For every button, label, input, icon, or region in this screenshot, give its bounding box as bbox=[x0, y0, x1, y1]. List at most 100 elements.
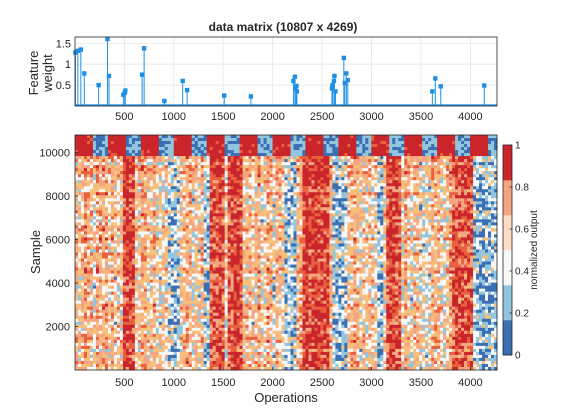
heatmap-cell bbox=[101, 159, 106, 163]
heatmap-cell bbox=[338, 156, 342, 160]
heatmap-cell bbox=[236, 198, 241, 202]
heatmap-cell bbox=[320, 141, 324, 145]
heatmap-cell bbox=[494, 168, 498, 172]
heatmap-cell bbox=[158, 183, 163, 187]
heatmap-cell bbox=[116, 237, 121, 241]
heatmap-cell bbox=[338, 135, 342, 139]
heatmap-cell bbox=[278, 207, 282, 211]
heatmap-cell bbox=[203, 189, 208, 193]
heatmap-cell bbox=[257, 138, 261, 142]
heatmap-cell bbox=[404, 177, 408, 181]
heatmap-cell bbox=[254, 237, 258, 241]
heatmap-cell bbox=[431, 177, 435, 181]
heatmap-cell bbox=[92, 222, 97, 226]
heatmap-cell bbox=[338, 177, 342, 181]
heatmap-cell bbox=[260, 174, 264, 178]
heatmap-cell bbox=[290, 162, 294, 166]
heatmap-cell bbox=[170, 204, 175, 208]
heatmap-cell bbox=[350, 210, 354, 214]
heatmap-cell bbox=[137, 228, 142, 232]
heatmap-cell bbox=[308, 171, 312, 175]
heatmap-cell bbox=[212, 162, 217, 166]
heatmap-cell bbox=[173, 198, 178, 202]
heatmap-cell bbox=[440, 189, 444, 193]
heatmap-cell bbox=[272, 144, 276, 148]
heatmap-cell bbox=[179, 162, 184, 166]
heatmap-cell bbox=[359, 213, 363, 217]
heatmap-cell bbox=[170, 201, 175, 205]
heatmap-cell bbox=[308, 147, 312, 151]
heatmap-cell bbox=[422, 168, 426, 172]
heatmap-cell bbox=[242, 195, 246, 199]
heatmap-cell bbox=[461, 168, 465, 172]
heatmap-cell bbox=[350, 150, 354, 154]
heatmap-cell bbox=[329, 150, 333, 154]
heatmap-cell bbox=[230, 159, 235, 163]
heatmap-cell bbox=[167, 231, 172, 235]
heatmap-cell bbox=[371, 162, 375, 166]
heatmap-cell bbox=[182, 147, 187, 151]
heatmap-cell bbox=[386, 150, 390, 154]
heatmap-cell bbox=[470, 144, 474, 148]
heatmap-cell bbox=[95, 147, 100, 151]
heatmap-cell bbox=[329, 231, 333, 235]
heatmap-cell bbox=[356, 141, 360, 145]
heatmap-cell bbox=[206, 180, 211, 184]
heatmap-cell bbox=[350, 171, 354, 175]
heatmap-cell bbox=[428, 165, 432, 169]
heatmap-cell bbox=[407, 213, 411, 217]
heatmap-cell bbox=[167, 138, 172, 142]
heatmap-cell bbox=[485, 141, 489, 145]
heatmap-cell bbox=[86, 165, 91, 169]
heatmap-cell bbox=[350, 168, 354, 172]
heatmap-cell bbox=[365, 165, 369, 169]
heatmap-cell bbox=[212, 171, 217, 175]
heatmap-cell bbox=[326, 174, 330, 178]
heatmap-cell bbox=[431, 159, 435, 163]
heatmap-cell bbox=[470, 222, 474, 226]
heatmap-cell bbox=[107, 150, 112, 154]
heatmap-cell bbox=[170, 231, 175, 235]
heatmap-cell bbox=[152, 174, 157, 178]
heatmap-cell bbox=[260, 195, 264, 199]
heatmap-cell bbox=[476, 216, 480, 220]
heatmap-cell bbox=[314, 171, 318, 175]
heatmap-cell bbox=[293, 135, 297, 139]
heatmap-cell bbox=[338, 180, 342, 184]
heatmap-cell bbox=[398, 207, 402, 211]
heatmap-cell bbox=[335, 216, 339, 220]
heatmap-cell bbox=[485, 192, 489, 196]
heatmap-cell bbox=[143, 198, 148, 202]
heatmap-cell bbox=[290, 198, 294, 202]
heatmap-cell bbox=[386, 144, 390, 148]
heatmap-cell bbox=[446, 195, 450, 199]
heatmap-cell bbox=[113, 147, 118, 151]
heatmap-cell bbox=[215, 159, 220, 163]
heatmap-cell bbox=[122, 195, 127, 199]
heatmap-cell bbox=[251, 177, 255, 181]
heatmap-cell bbox=[293, 210, 297, 214]
heatmap-cell bbox=[431, 195, 435, 199]
heatmap-cell bbox=[308, 144, 312, 148]
heatmap-cell bbox=[464, 138, 468, 142]
heatmap-cell bbox=[434, 174, 438, 178]
heatmap-cell bbox=[320, 201, 324, 205]
heatmap-cell bbox=[449, 207, 453, 211]
heatmap-cell bbox=[455, 195, 459, 199]
heatmap-cell bbox=[245, 219, 249, 223]
heatmap-cell bbox=[326, 234, 330, 238]
heatmap-cell bbox=[164, 165, 169, 169]
heatmap-cell bbox=[362, 156, 366, 160]
heatmap-cell bbox=[464, 159, 468, 163]
heatmap-cell bbox=[170, 150, 175, 154]
heatmap-cell bbox=[173, 138, 178, 142]
heatmap-cell bbox=[257, 174, 261, 178]
heatmap-cell bbox=[479, 168, 483, 172]
heatmap-cell bbox=[425, 210, 429, 214]
heatmap-cell bbox=[374, 201, 378, 205]
heatmap-cell bbox=[242, 138, 246, 142]
heatmap-cell bbox=[356, 216, 360, 220]
heatmap-cell bbox=[131, 204, 136, 208]
heatmap-cell bbox=[200, 174, 205, 178]
heatmap-cell bbox=[128, 198, 133, 202]
